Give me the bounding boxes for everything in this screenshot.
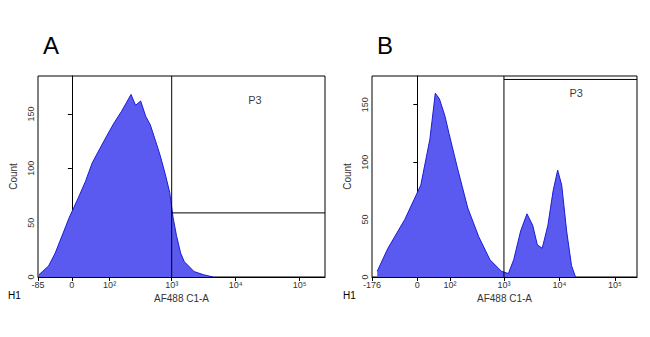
- svg-text:100: 100: [26, 161, 36, 176]
- svg-text:0: 0: [359, 274, 370, 280]
- svg-text:-176: -176: [363, 280, 381, 290]
- svg-text:A: A: [43, 32, 59, 59]
- svg-text:100: 100: [360, 155, 370, 170]
- svg-text:150: 150: [360, 97, 370, 112]
- svg-text:10³: 10³: [497, 280, 510, 290]
- svg-text:10²: 10²: [103, 280, 116, 290]
- svg-text:H1: H1: [343, 290, 356, 301]
- svg-text:0: 0: [415, 280, 420, 290]
- svg-text:B: B: [377, 32, 393, 59]
- svg-text:0: 0: [69, 280, 74, 290]
- svg-text:H1: H1: [8, 290, 21, 301]
- svg-text:150: 150: [26, 107, 36, 122]
- svg-text:0: 0: [25, 274, 36, 280]
- svg-text:Count: Count: [342, 163, 353, 190]
- svg-text:50: 50: [360, 215, 370, 225]
- svg-text:P3: P3: [248, 94, 261, 106]
- svg-text:P3: P3: [569, 87, 582, 99]
- svg-text:10²: 10²: [444, 280, 457, 290]
- svg-text:AF488 C1-A: AF488 C1-A: [154, 293, 209, 304]
- svg-text:10⁴: 10⁴: [229, 280, 243, 290]
- svg-text:Count: Count: [8, 163, 19, 190]
- svg-text:AF488 C1-A: AF488 C1-A: [477, 293, 532, 304]
- svg-text:10⁵: 10⁵: [293, 280, 307, 290]
- svg-text:10⁴: 10⁴: [552, 280, 566, 290]
- svg-text:10⁵: 10⁵: [608, 280, 622, 290]
- svg-text:-85: -85: [31, 280, 44, 290]
- svg-text:10³: 10³: [165, 280, 178, 290]
- svg-text:50: 50: [26, 218, 36, 228]
